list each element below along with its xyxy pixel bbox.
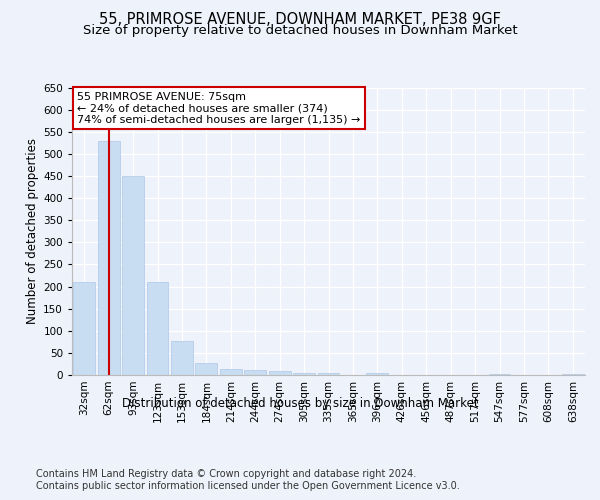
Text: Contains public sector information licensed under the Open Government Licence v3: Contains public sector information licen… [36,481,460,491]
Bar [171,341,193,375]
Bar [367,373,388,375]
Text: Size of property relative to detached houses in Downham Market: Size of property relative to detached ho… [83,24,517,37]
Text: 55, PRIMROSE AVENUE, DOWNHAM MARKET, PE38 9GF: 55, PRIMROSE AVENUE, DOWNHAM MARKET, PE3… [99,12,501,28]
Text: Contains HM Land Registry data © Crown copyright and database right 2024.: Contains HM Land Registry data © Crown c… [36,469,416,479]
Bar [293,373,315,375]
Bar [269,372,290,375]
Bar [244,370,266,375]
Text: Distribution of detached houses by size in Downham Market: Distribution of detached houses by size … [122,398,478,410]
Bar [562,374,584,375]
Bar [73,282,95,375]
Text: 55 PRIMROSE AVENUE: 75sqm
← 24% of detached houses are smaller (374)
74% of semi: 55 PRIMROSE AVENUE: 75sqm ← 24% of detac… [77,92,361,125]
Bar [220,369,242,375]
Bar [196,362,217,375]
Bar [146,282,169,375]
Bar [122,176,144,375]
Y-axis label: Number of detached properties: Number of detached properties [26,138,39,324]
Bar [317,373,340,375]
Bar [98,140,119,375]
Bar [488,374,511,375]
